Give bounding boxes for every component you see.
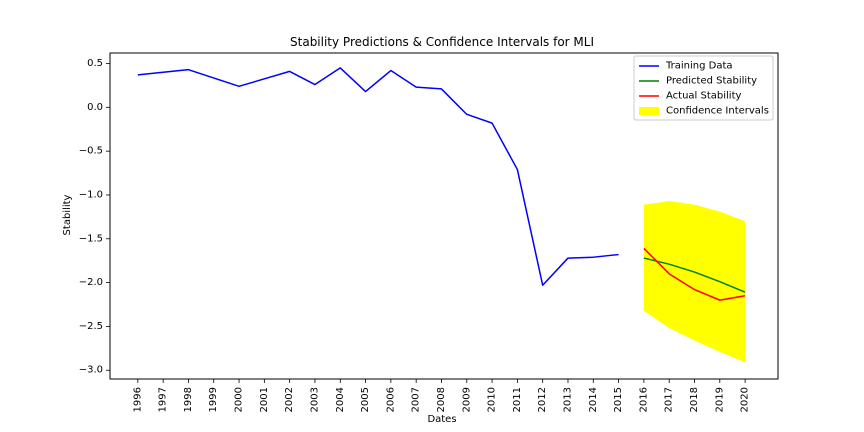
x-axis-title: Dates <box>427 414 456 425</box>
y-tick-label: −3.0 <box>79 365 103 376</box>
x-tick-label: 2014 <box>588 387 599 412</box>
x-tick-label: 2013 <box>562 387 573 412</box>
x-tick-label: 2002 <box>284 387 295 412</box>
x-tick-label: 2003 <box>309 387 320 412</box>
axes: 1996 1997 1998 1999 2000 2001 2002 2003 2004 2005… <box>79 52 779 412</box>
legend-label-confidence-intervals: Confidence Intervals <box>666 106 769 117</box>
y-tick-label: −1.5 <box>79 233 103 244</box>
x-tick-label: 2004 <box>335 387 346 412</box>
plot-frame <box>109 52 779 380</box>
series-line-predicted-stability <box>643 257 746 293</box>
x-tick-label: 1997 <box>158 387 169 412</box>
x-tick-label: 2015 <box>613 387 624 412</box>
y-tick-label: 0.5 <box>87 58 103 69</box>
legend-label-actual-stability: Actual Stability <box>666 91 742 102</box>
chart-title: Stability Predictions & Confidence Inter… <box>290 35 594 49</box>
y-tick-label: −1.0 <box>79 189 103 200</box>
x-tick-label: 2020 <box>740 387 751 412</box>
x-tick-label: 1998 <box>183 387 194 412</box>
y-tick-label: 0.0 <box>87 102 103 113</box>
x-tick-label: 2007 <box>411 387 422 412</box>
legend-box <box>633 55 774 121</box>
x-tick-label: 2019 <box>714 387 725 412</box>
x-tick-label: 2008 <box>436 387 447 412</box>
legend-label-predicted-stability: Predicted Stability <box>666 76 757 87</box>
x-tick-label: 2016 <box>638 387 649 412</box>
x-tick-label: 2010 <box>487 387 498 412</box>
plot-area <box>137 67 746 363</box>
series-line-actual-stability <box>643 247 746 301</box>
x-tick-label: 2012 <box>537 387 548 412</box>
x-tick-label: 1999 <box>208 387 219 412</box>
confidence-interval-band <box>643 201 746 363</box>
x-tick-label: 2018 <box>689 387 700 412</box>
legend: Training Data Predicted Stability Actual S… <box>633 55 774 121</box>
x-tick-label: 2000 <box>234 387 245 412</box>
legend-swatch-confidence-intervals <box>639 107 659 115</box>
x-tick-label: 2017 <box>664 387 675 412</box>
x-tick-label: 2001 <box>259 387 270 412</box>
y-axis-title: Stability <box>62 194 73 235</box>
y-tick-label: −2.5 <box>79 321 103 332</box>
y-tick-label: −0.5 <box>79 146 103 157</box>
x-tick-label: 2011 <box>512 387 523 412</box>
x-tick-label: 1996 <box>132 387 143 412</box>
x-tick-label: 2006 <box>385 387 396 412</box>
x-tick-label: 2005 <box>360 387 371 412</box>
x-tick-label: 2009 <box>461 387 472 412</box>
series-line-training-data <box>137 67 619 286</box>
legend-label-training-data: Training Data <box>665 61 733 72</box>
y-tick-label: −2.0 <box>79 277 103 288</box>
